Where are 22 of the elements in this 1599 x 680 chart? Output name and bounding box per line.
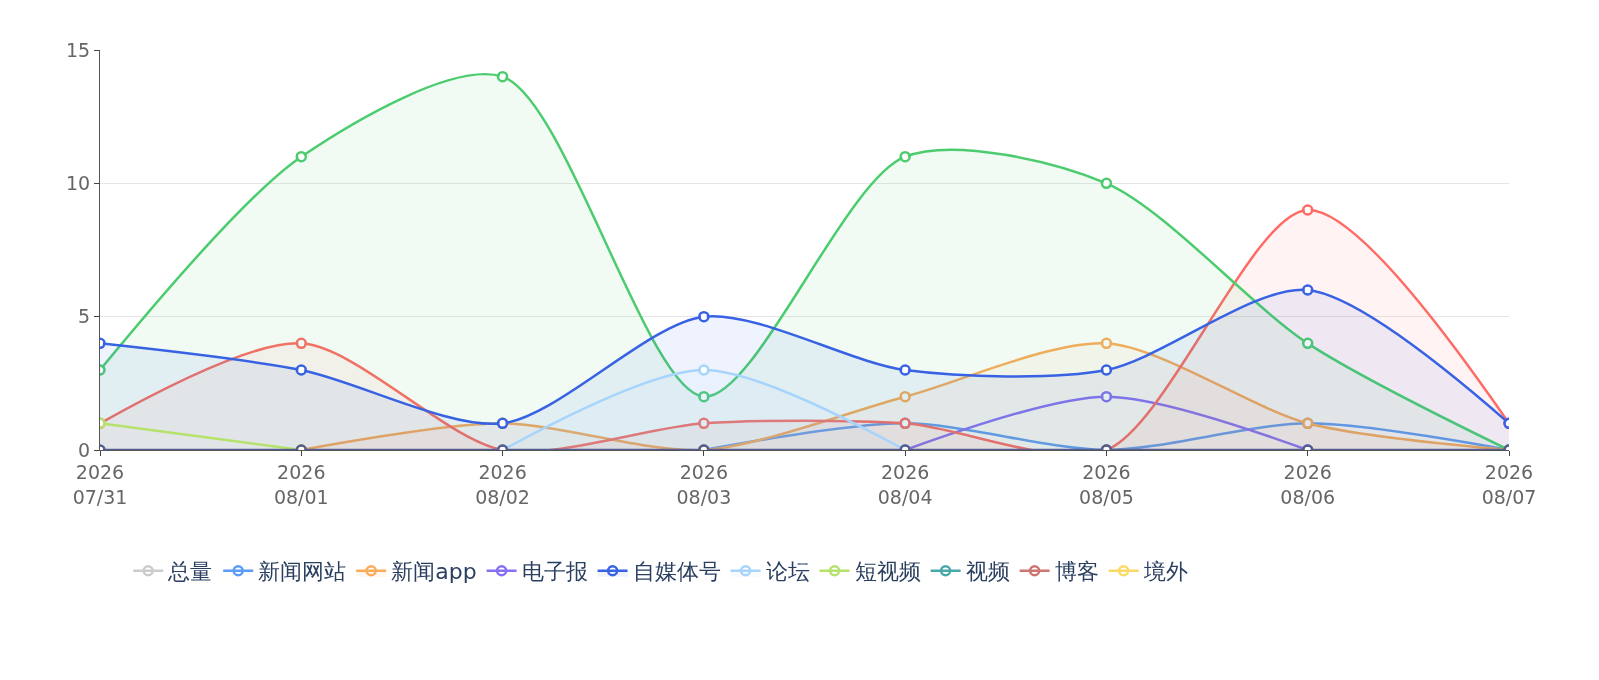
legend-label: 新闻app <box>391 559 477 585</box>
legend-label: 博客 <box>1054 559 1099 585</box>
x-tick-label: 2026 08/03 <box>676 460 732 508</box>
y-tick-label: 10 <box>66 171 91 194</box>
legend-label: 论坛 <box>765 559 810 585</box>
legend-label: 新闻网站 <box>258 559 347 585</box>
legend-label: 总量 <box>167 559 213 585</box>
x-tick-label: 2026 07/31 <box>72 460 128 508</box>
x-tick-label: 2026 08/07 <box>1481 460 1537 508</box>
x-tick-label: 2026 08/01 <box>273 460 329 508</box>
legend-label: 视频 <box>965 559 1010 585</box>
x-tick-label: 2026 08/04 <box>877 460 933 508</box>
legend-label: 电子报 <box>521 559 588 585</box>
legend-label: 境外 <box>1142 559 1188 585</box>
x-tick-label: 2026 08/05 <box>1079 460 1134 508</box>
legend-label: 自媒体号 <box>632 559 721 585</box>
y-tick-label: 0 <box>78 438 91 461</box>
x-tick-label: 2026 08/02 <box>475 460 530 508</box>
x-tick-label: 2026 08/06 <box>1280 460 1336 508</box>
y-tick-label: 5 <box>78 305 91 328</box>
legend-label: 短视频 <box>854 559 921 585</box>
y-tick-label: 15 <box>66 38 91 61</box>
